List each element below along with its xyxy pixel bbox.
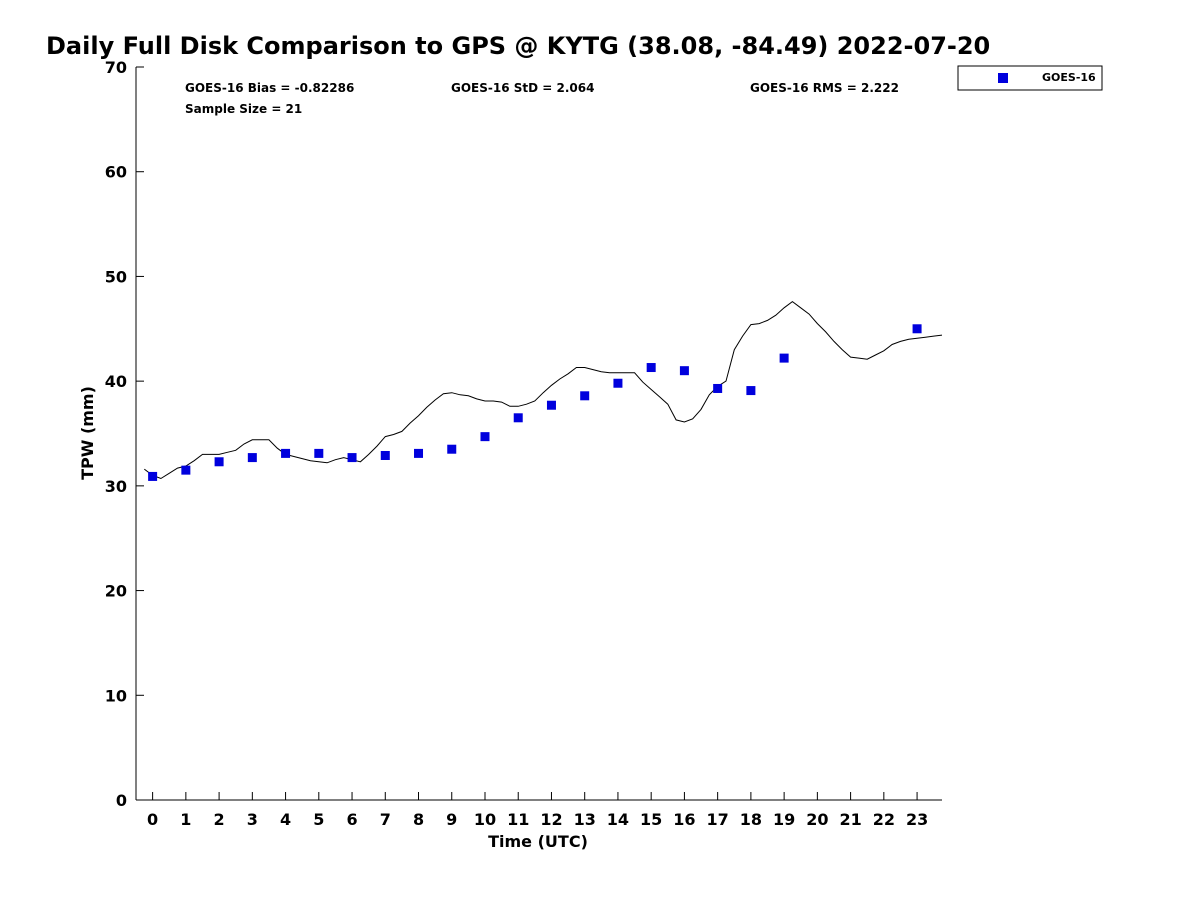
goes16-point bbox=[414, 448, 424, 458]
x-tick-label: 7 bbox=[380, 810, 391, 829]
x-tick-label: 11 bbox=[507, 810, 529, 829]
x-tick-label: 21 bbox=[839, 810, 861, 829]
y-axis-label: TPW (mm) bbox=[78, 386, 97, 480]
x-tick-label: 22 bbox=[873, 810, 895, 829]
goes16-point bbox=[779, 353, 789, 363]
y-tick-label: 50 bbox=[105, 267, 127, 286]
goes16-point bbox=[181, 465, 191, 475]
gps-line bbox=[143, 300, 943, 480]
x-tick-label: 23 bbox=[906, 810, 928, 829]
x-tick-label: 4 bbox=[280, 810, 291, 829]
sample-size-stat: Sample Size = 21 bbox=[185, 102, 302, 116]
goes16-point bbox=[281, 448, 291, 458]
legend: GOES-16 bbox=[957, 65, 1103, 91]
chart-title: Daily Full Disk Comparison to GPS @ KYTG… bbox=[46, 32, 990, 60]
rms-stat: GOES-16 RMS = 2.222 bbox=[750, 81, 899, 95]
y-tick-label: 40 bbox=[105, 372, 127, 391]
goes16-point bbox=[214, 457, 224, 467]
x-tick-label: 13 bbox=[574, 810, 596, 829]
goes16-point bbox=[380, 450, 390, 460]
x-tick-label: 5 bbox=[313, 810, 324, 829]
x-tick-label: 12 bbox=[540, 810, 562, 829]
goes16-point bbox=[613, 378, 623, 388]
y-tick-label: 70 bbox=[105, 58, 127, 77]
x-axis-label: Time (UTC) bbox=[488, 832, 588, 851]
x-tick-label: 8 bbox=[413, 810, 424, 829]
goes16-points bbox=[148, 324, 922, 481]
y-ticks: 0 10 20 30 40 50 60 70 bbox=[105, 58, 144, 810]
goes16-point bbox=[447, 444, 457, 454]
x-tick-label: 15 bbox=[640, 810, 662, 829]
x-tick-label: 2 bbox=[214, 810, 225, 829]
goes16-point bbox=[713, 383, 723, 393]
x-tick-label: 20 bbox=[806, 810, 828, 829]
goes16-point bbox=[480, 432, 490, 442]
goes16-point bbox=[580, 391, 590, 401]
goes16-point bbox=[679, 366, 689, 376]
goes16-point bbox=[347, 453, 357, 463]
x-tick-label: 18 bbox=[740, 810, 762, 829]
goes16-point bbox=[546, 400, 556, 410]
legend-label: GOES-16 bbox=[1042, 71, 1096, 84]
y-tick-label: 10 bbox=[105, 686, 127, 705]
goes16-point bbox=[912, 324, 922, 334]
x-tick-label: 19 bbox=[773, 810, 795, 829]
x-tick-label: 14 bbox=[607, 810, 629, 829]
legend-marker bbox=[998, 73, 1008, 83]
x-tick-label: 0 bbox=[147, 810, 158, 829]
bias-stat: GOES-16 Bias = -0.82286 bbox=[185, 81, 354, 95]
x-tick-label: 16 bbox=[673, 810, 695, 829]
x-tick-label: 1 bbox=[180, 810, 191, 829]
y-tick-label: 20 bbox=[105, 582, 127, 601]
goes16-point bbox=[314, 448, 324, 458]
goes16-point bbox=[646, 363, 656, 373]
x-tick-label: 6 bbox=[346, 810, 357, 829]
x-ticks: 0 1 2 3 4 5 6 7 8 9 10 11 12 13 14 15 16 17 18 19 20 21 22 23 bbox=[147, 792, 928, 829]
y-tick-label: 60 bbox=[105, 163, 127, 182]
goes16-point bbox=[148, 471, 158, 481]
legend-box bbox=[957, 65, 1103, 91]
goes16-point bbox=[746, 386, 756, 396]
x-tick-label: 10 bbox=[474, 810, 496, 829]
x-tick-label: 9 bbox=[446, 810, 457, 829]
goes16-point bbox=[247, 453, 257, 463]
y-tick-label: 30 bbox=[105, 477, 127, 496]
y-tick-label: 0 bbox=[116, 791, 127, 810]
goes16-point bbox=[513, 413, 523, 423]
std-stat: GOES-16 StD = 2.064 bbox=[451, 81, 594, 95]
x-tick-label: 17 bbox=[707, 810, 729, 829]
x-tick-label: 3 bbox=[247, 810, 258, 829]
